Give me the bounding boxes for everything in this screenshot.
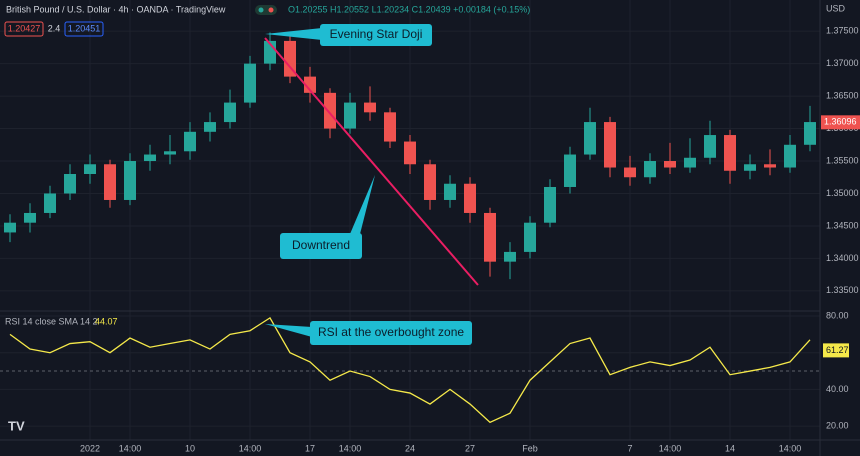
last-price-label: 1.36096 (824, 117, 857, 127)
candle-body (204, 122, 216, 132)
trend-line (264, 37, 479, 286)
y-tick-label: 1.35500 (826, 155, 859, 165)
candle-body (324, 92, 336, 129)
symbol: British Pound / U.S. Dollar · 4h · OANDA… (6, 4, 226, 14)
candle-body (624, 167, 636, 178)
x-tick-label: 7 (627, 443, 632, 453)
annotation-text: RSI at the overbought zone (318, 325, 464, 339)
candle-body (364, 102, 376, 113)
candle-body (764, 164, 776, 168)
candle-body (244, 63, 256, 103)
y-tick-label: 1.34500 (826, 220, 859, 230)
candle-body (464, 183, 476, 213)
y-tick-label: 1.36500 (826, 90, 859, 100)
x-tick-label: 14:00 (339, 443, 362, 453)
last-value-box (823, 343, 849, 358)
annotation-rsi: RSI at the overbought zone (265, 321, 472, 345)
x-tick-label: 14:00 (659, 443, 682, 453)
candle-body (584, 122, 596, 155)
candle-body (184, 131, 196, 152)
header: British Pound / U.S. Dollar · 4h · OANDA… (4, 3, 846, 433)
ohlc: O1.20255 H1.20552 L1.20234 C1.20439 +0.0… (288, 4, 530, 14)
candle-body (644, 161, 656, 178)
candle-body (424, 164, 436, 200)
candle-body (144, 154, 156, 162)
candle-body (504, 251, 516, 262)
currency: USD (826, 3, 846, 13)
last-price-box (821, 115, 860, 130)
x-tick-label: 10 (185, 443, 195, 453)
rsi-title: RSI 14 close SMA 14 2 (5, 316, 98, 326)
candle-body (544, 186, 556, 223)
y-tick-label: 1.37000 (826, 58, 859, 68)
candle-body (484, 212, 496, 262)
x-tick-label: 14:00 (119, 443, 142, 453)
annotation-downtrend: Downtrend (280, 175, 375, 259)
x-tick-label: 14 (725, 443, 735, 453)
y-tick-label: 80.00 (826, 310, 849, 320)
candle-body (24, 212, 36, 223)
y-tick-label: 1.34000 (826, 253, 859, 263)
y-tick-label: 40.00 (826, 384, 849, 394)
x-tick-label: 17 (305, 443, 315, 453)
candle-body (384, 112, 396, 142)
candle-body (804, 122, 816, 145)
candle-body (44, 193, 56, 213)
y-tick-label: 20.00 (826, 420, 849, 430)
candle-body (524, 222, 536, 252)
x-tick-label: 14:00 (779, 443, 802, 453)
candle-body (604, 122, 616, 168)
annotation-text: Downtrend (292, 238, 350, 252)
candle-body (64, 174, 76, 194)
rsi-title-value: 44.07 (95, 316, 118, 326)
candle-body (124, 161, 136, 200)
candle-body (404, 141, 416, 165)
candle-body (444, 183, 456, 200)
marks (4, 32, 816, 424)
candle-body (4, 222, 16, 233)
annotation-text: Evening Star Doji (330, 27, 423, 41)
x-tick-label: 24 (405, 443, 415, 453)
candle-body (664, 161, 676, 168)
last-value-label: 61.27 (826, 345, 849, 355)
candle-body (704, 135, 716, 158)
candle-body (564, 154, 576, 187)
logo: TV (8, 418, 25, 433)
candle-body (344, 102, 356, 129)
y-tick-label: 1.35000 (826, 188, 859, 198)
ask: 1.20451 (68, 23, 101, 33)
candle-body (104, 164, 116, 200)
candle-body (224, 102, 236, 123)
y-tick-label: 1.37500 (826, 26, 859, 36)
y-tick-label: 1.33500 (826, 285, 859, 295)
candle-body (84, 164, 96, 175)
candle-body (684, 157, 696, 168)
x-tick-label: 14:00 (239, 443, 262, 453)
candle-body (744, 164, 756, 171)
candle-body (724, 135, 736, 171)
spread: 2.4 (48, 23, 61, 33)
rsi-line (9, 316, 811, 424)
candle-body (304, 76, 316, 93)
grid (0, 0, 820, 440)
x-tick-label: Feb (522, 443, 538, 453)
x-tick-label: 2022 (80, 443, 100, 453)
candle-body (164, 151, 176, 155)
candle-body (284, 40, 296, 77)
bid: 1.20427 (8, 23, 41, 33)
x-tick-label: 27 (465, 443, 475, 453)
annotation-doji: Evening Star Doji (265, 24, 432, 46)
candle-body (784, 144, 796, 168)
